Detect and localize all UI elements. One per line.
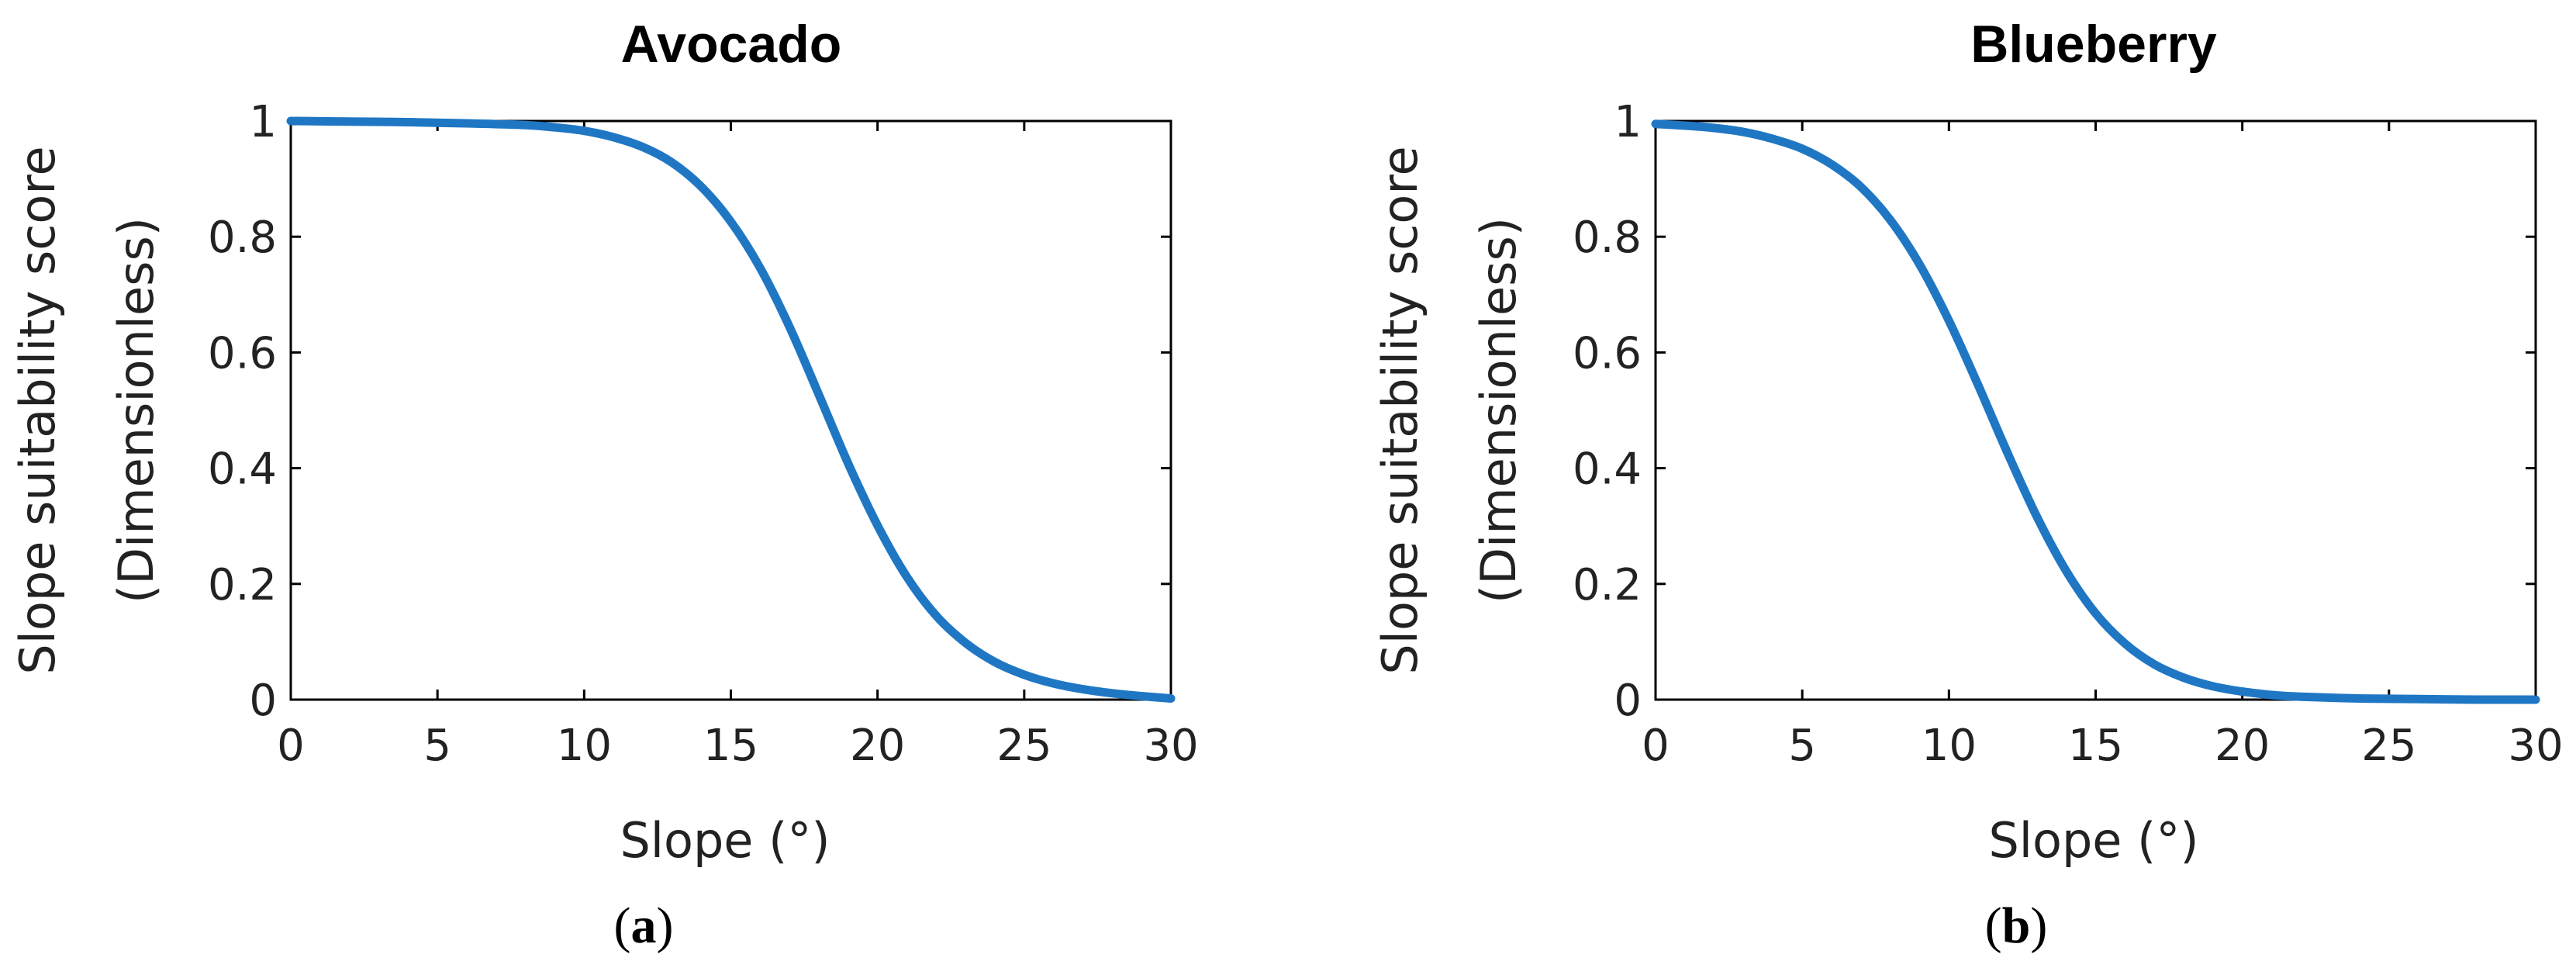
panel-label-b-open: ( [1985,897,2002,954]
chart-title-blueberry: Blueberry [1970,15,2217,74]
panel-label-b-letter: b [2002,897,2031,954]
x-axis-label-blueberry: Slope (°) [1988,812,2198,869]
x-tick-label-blueberry-5: 25 [2361,721,2416,771]
series-line-blueberry [1651,119,2540,704]
y-tick-label-blueberry-4: 0.8 [1573,213,1642,263]
panel-label-a: (a) [614,897,674,954]
y-tick-label-blueberry-0: 0 [1614,676,1642,726]
y-tick-label-avocado-5: 1 [249,97,277,147]
x-tick-label-blueberry-1: 5 [1788,721,1816,771]
y-tick-label-avocado-4: 0.8 [208,213,277,263]
x-tick-label-avocado-6: 30 [1143,721,1198,771]
ticks-blueberry: 0 5 10 15 20 25 30 0 0.2 0.4 0.6 0.8 1 [1573,97,2564,771]
panel-label-b-close: ) [2030,897,2047,954]
x-axis-label-avocado: Slope (°) [620,812,830,869]
chart-avocado: Avocado 0 5 10 15 20 25 30 0 0.2 0.4 0.6 0.8 1 Slope… [9,15,1199,954]
y-axis-label-line1-avocado: Slope suitability score [9,146,66,674]
y-tick-label-avocado-2: 0.4 [208,444,277,495]
ticks-avocado: 0 5 10 15 20 25 30 0 0.2 0.4 0.6 0.8 1 [208,97,1199,771]
x-tick-label-avocado-3: 15 [703,721,758,771]
y-tick-label-avocado-0: 0 [249,676,277,726]
plot-frame-avocado [289,119,1172,701]
series-line-avocado [286,116,1176,703]
x-tick-label-blueberry-6: 30 [2508,721,2563,771]
chart-title-avocado: Avocado [621,15,842,74]
y-tick-label-avocado-1: 0.2 [208,560,277,610]
y-axis-label-line2-avocado: (Dimensionless) [108,217,164,603]
x-tick-label-avocado-1: 5 [423,721,451,771]
panel-label-b: (b) [1985,897,2048,954]
y-axis-label-line1-blueberry: Slope suitability score [1372,146,1428,674]
panel-label-a-close: ) [657,897,674,954]
x-tick-label-blueberry-0: 0 [1642,721,1670,771]
panel-label-a-open: ( [614,897,631,954]
x-tick-label-avocado-2: 10 [557,721,612,771]
y-tick-label-blueberry-1: 0.2 [1573,560,1642,610]
x-tick-label-blueberry-2: 10 [1922,721,1977,771]
y-tick-label-avocado-3: 0.6 [208,328,277,379]
y-tick-label-blueberry-2: 0.4 [1573,444,1642,495]
x-tick-label-blueberry-3: 15 [2068,721,2123,771]
x-tick-label-avocado-5: 25 [996,721,1051,771]
x-tick-label-blueberry-4: 20 [2215,721,2270,771]
y-tick-label-blueberry-3: 0.6 [1573,328,1642,379]
y-tick-label-blueberry-5: 1 [1614,97,1642,147]
chart-blueberry: Blueberry 0 5 10 15 20 25 30 0 0.2 0.4 0.6 0.8 1 Slo… [1372,15,2564,954]
x-tick-label-avocado-0: 0 [277,721,305,771]
x-tick-label-avocado-4: 20 [850,721,905,771]
panel-label-a-letter: a [631,897,657,954]
y-axis-label-line2-blueberry: (Dimensionless) [1470,217,1527,603]
